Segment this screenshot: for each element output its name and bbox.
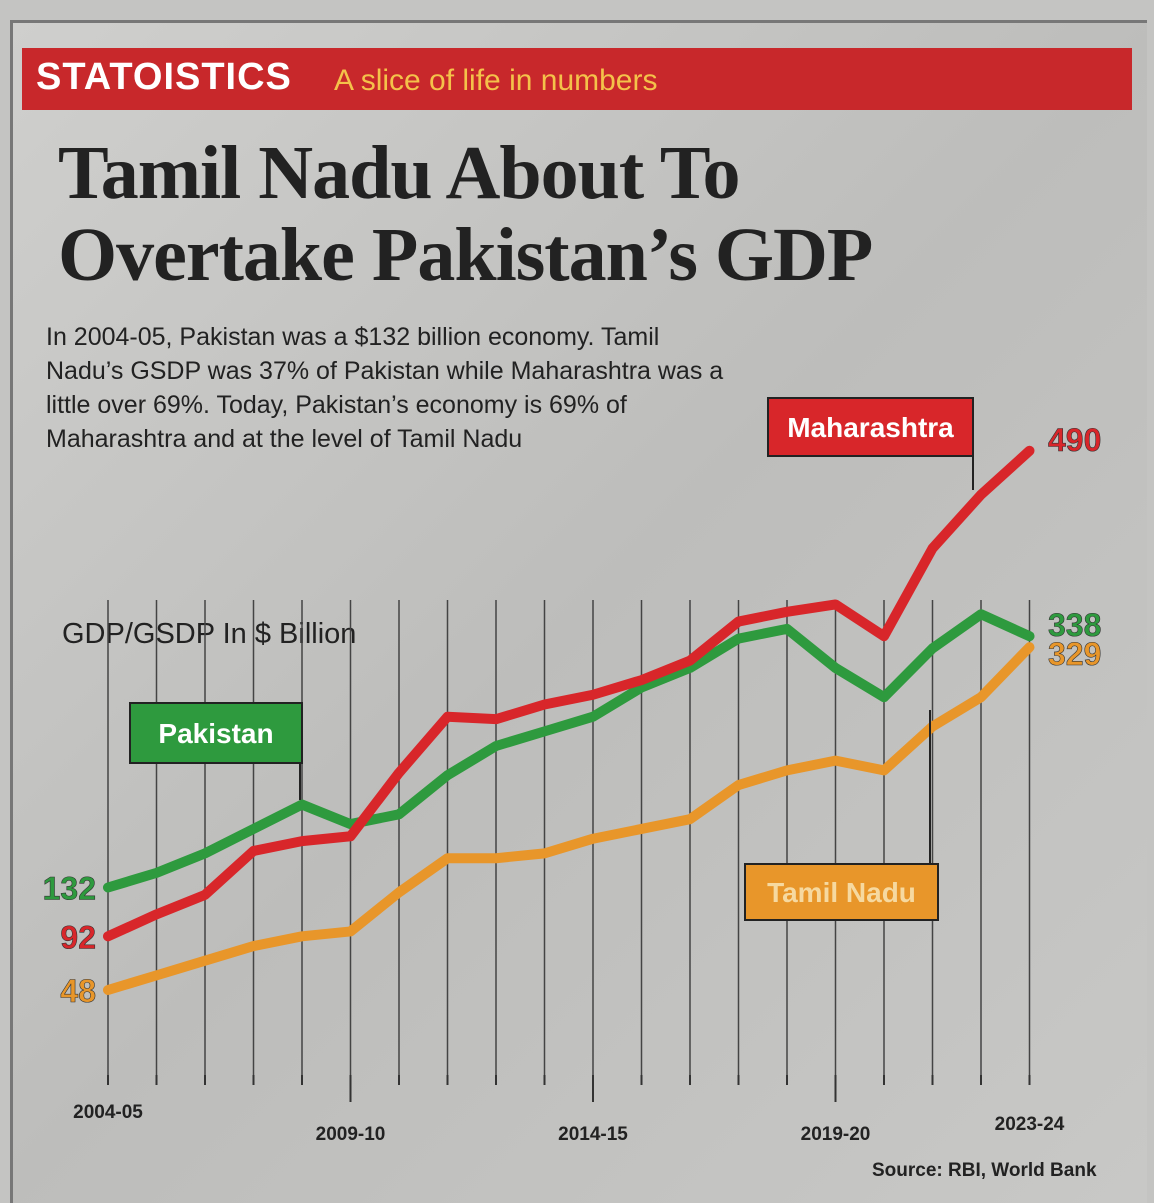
x-tick-label: 2009-10 <box>316 1124 386 1145</box>
x-tick-label: 2023-24 <box>995 1114 1065 1135</box>
x-tick-label: 2004-05 <box>73 1102 143 1123</box>
legend-label: Tamil Nadu <box>767 877 916 908</box>
end-value-label: 329 <box>1048 636 1101 672</box>
start-value-label: 48 <box>60 973 96 1009</box>
start-value-label: 92 <box>60 919 96 955</box>
x-tick-label: 2014-15 <box>558 1124 628 1145</box>
start-value-label: 132 <box>43 871 96 907</box>
source-note: Source: RBI, World Bank <box>872 1160 1097 1182</box>
x-tick-label: 2019-20 <box>801 1124 871 1145</box>
legend-label: Maharashtra <box>787 412 954 443</box>
end-value-label: 490 <box>1048 422 1101 458</box>
legend-label: Pakistan <box>158 718 273 749</box>
